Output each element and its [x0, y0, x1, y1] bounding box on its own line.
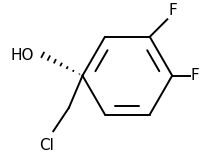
Text: Cl: Cl	[40, 138, 54, 153]
Text: F: F	[191, 68, 200, 83]
Text: F: F	[168, 3, 177, 18]
Text: HO: HO	[10, 48, 34, 63]
